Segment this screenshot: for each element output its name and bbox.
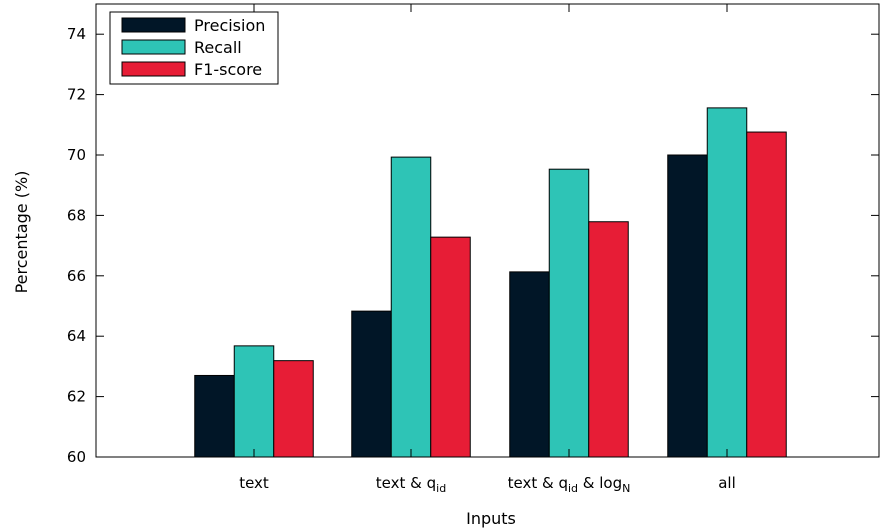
- axes-group: [95, 3, 880, 458]
- bar-precision-1: [351, 310, 392, 458]
- y-tick-label: 68: [67, 206, 86, 224]
- y-tick-label: 72: [67, 86, 86, 104]
- y-tick-label: 66: [67, 267, 86, 285]
- x-tick-label: text: [239, 474, 269, 492]
- y-tick-label: 64: [67, 327, 86, 345]
- y-tick-label: 60: [67, 448, 86, 466]
- bar-precision-0: [194, 374, 235, 458]
- legend-swatch-0: [121, 17, 186, 33]
- legend: Precision Recall F1-score: [109, 11, 279, 85]
- legend-label-1: Recall: [194, 38, 242, 57]
- x-axis-title: Inputs: [466, 509, 516, 528]
- x-tick-label: all: [718, 474, 736, 492]
- legend-swatch-2: [121, 61, 186, 77]
- legend-label-0: Precision: [194, 16, 265, 35]
- x-tick-label: text & qid: [376, 474, 446, 495]
- bar-f1-score-0: [273, 360, 314, 458]
- bar-f1-score-2: [588, 221, 629, 458]
- bar-f1-score-1: [430, 236, 471, 458]
- y-tick-label: 62: [67, 388, 86, 406]
- bar-recall-2: [548, 168, 590, 458]
- plot-frame: [95, 3, 880, 458]
- bar-recall-3: [706, 107, 748, 458]
- bar-precision-3: [667, 154, 708, 458]
- legend-label-2: F1-score: [194, 60, 262, 79]
- y-axis-title: Percentage (%): [12, 171, 31, 294]
- bar-recall-1: [390, 156, 432, 458]
- bar-f1-score-3: [746, 131, 787, 458]
- ticks-group: 60 62 64 66 68 70 72 74 text text & qid text & qid…: [67, 4, 879, 495]
- y-tick-label: 70: [67, 146, 86, 164]
- legend-swatch-1: [121, 39, 186, 55]
- bar-recall-0: [233, 345, 275, 458]
- y-tick-label: 74: [67, 25, 86, 43]
- bars-group: [194, 107, 787, 458]
- x-tick-label: text & qid & logN: [508, 474, 631, 495]
- bar-precision-2: [509, 271, 550, 458]
